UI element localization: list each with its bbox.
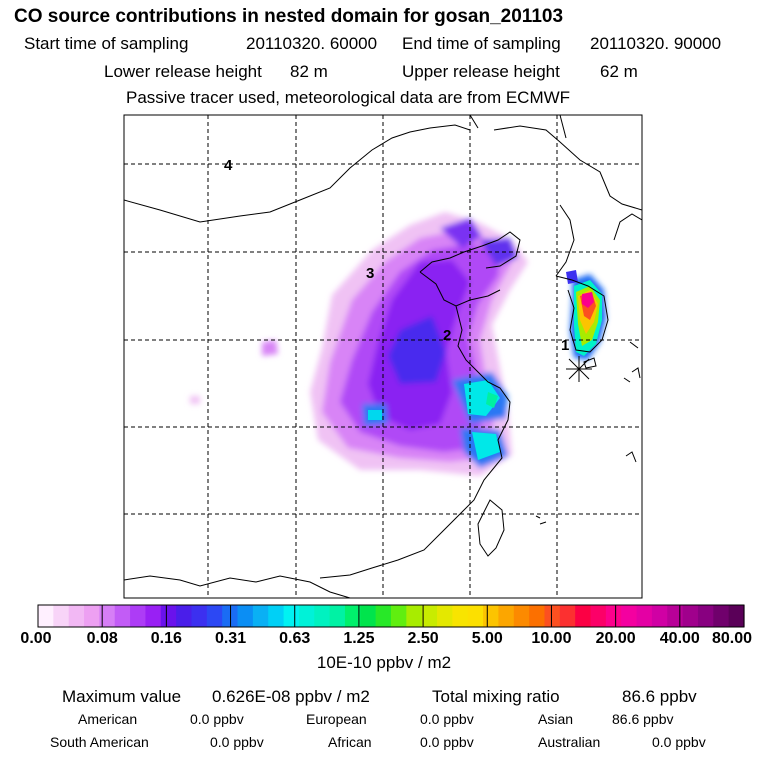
colorbar-cell	[621, 605, 638, 627]
max-value: 0.626E-08 ppbv / m2	[212, 687, 370, 706]
colorbar-cell	[667, 605, 684, 627]
tracer-note: Passive tracer used, meteorological data…	[126, 88, 571, 107]
colorbar-frame	[37, 604, 745, 628]
colorbar-cell	[713, 605, 730, 627]
map-frame	[123, 114, 643, 599]
colorbar-tick-label: 0.16	[150, 630, 182, 647]
colorbar-cell	[176, 605, 193, 627]
colorbar-cell	[298, 605, 315, 627]
lower-height-label: Lower release height	[104, 62, 262, 81]
colorbar-cell	[53, 605, 70, 627]
region-label-4: 4	[224, 157, 233, 174]
colorbar-cell	[406, 605, 423, 627]
colorbar-tick-label: 0.31	[214, 630, 247, 647]
colorbar-dividers	[101, 605, 681, 627]
colorbar-cell	[529, 605, 546, 627]
colorbar-cell	[252, 605, 269, 627]
region-value: 0.0 ppbv	[210, 734, 264, 750]
colorbar-tick-label: 2.50	[407, 630, 439, 647]
colorbar-cell	[237, 605, 254, 627]
colorbar-tick-label: 0.63	[279, 630, 311, 647]
colorbar-tick-label: 0.00	[20, 630, 52, 647]
colorbar-cell	[191, 605, 208, 627]
colorbar-cell	[498, 605, 515, 627]
colorbar-cell	[268, 605, 285, 627]
colorbar-cell	[697, 605, 714, 627]
end-time-value: 20110320. 90000	[590, 34, 722, 53]
colorbar-cell	[160, 605, 177, 627]
colorbar-cells	[38, 605, 745, 627]
colorbar-cell	[68, 605, 85, 627]
colorbar-cell	[605, 605, 622, 627]
colorbar-tick-label: 5.00	[471, 630, 503, 647]
end-time-label: End time of sampling	[402, 34, 561, 53]
colorbar-cell	[559, 605, 576, 627]
region-value: 0.0 ppbv	[190, 711, 244, 727]
colorbar-tick-label: 0.08	[86, 630, 118, 647]
receptor-asterisk-icon	[566, 356, 592, 382]
colorbar-cell	[38, 605, 54, 627]
region-value: 0.0 ppbv	[420, 711, 474, 727]
colorbar-cell	[145, 605, 162, 627]
coastlines	[124, 115, 642, 598]
region-value: 0.0 ppbv	[420, 734, 474, 750]
region-name: European	[306, 711, 367, 727]
colorbar-cell	[728, 605, 745, 627]
colorbar-cell	[391, 605, 407, 627]
colorbar-cell	[452, 605, 469, 627]
colorbar-tick-label: 20.00	[595, 630, 636, 647]
total-mixing-label: Total mixing ratio	[432, 687, 560, 706]
region-label-2: 2	[443, 327, 451, 344]
colorbar-cell	[467, 605, 484, 627]
colorbar-cell	[344, 605, 361, 627]
colorbar-cell	[314, 605, 331, 627]
gridlines	[124, 115, 642, 598]
region-value: 86.6 ppbv	[612, 711, 674, 727]
colorbar-cell	[130, 605, 147, 627]
total-mixing-value: 86.6 ppbv	[622, 687, 697, 706]
colorbar-tick-label: 40.00	[659, 630, 700, 647]
colorbar-cell	[544, 605, 561, 627]
colorbar-cell	[421, 605, 438, 627]
region-label-3: 3	[366, 265, 374, 282]
colorbar-cell	[99, 605, 116, 627]
upper-height-value: 62 m	[600, 62, 638, 81]
colorbar-cell	[590, 605, 607, 627]
colorbar-cell	[84, 605, 100, 627]
colorbar	[37, 604, 745, 628]
region-label-1: 1	[561, 337, 569, 354]
region-name: South American	[50, 734, 149, 750]
colorbar-cell	[651, 605, 668, 627]
max-value-label: Maximum value	[62, 687, 182, 706]
colorbar-cell	[329, 605, 346, 627]
colorbar-cell	[437, 605, 453, 627]
colorbar-tick-label: 10.00	[531, 630, 572, 647]
colorbar-tick-label: 80.00	[711, 630, 753, 647]
colorbar-cell	[575, 605, 592, 627]
colorbar-cell	[360, 605, 377, 627]
colorbar-cell	[375, 605, 392, 627]
start-time-label: Start time of sampling	[24, 34, 189, 53]
lower-height-value: 82 m	[290, 62, 328, 81]
map-title: CO source contributions in nested domain…	[14, 6, 564, 27]
region-name: African	[328, 734, 372, 750]
region-name: Australian	[538, 734, 601, 750]
colorbar-cell	[636, 605, 653, 627]
colorbar-cell	[114, 605, 131, 627]
colorbar-cell	[206, 605, 223, 627]
region-name: American	[78, 711, 138, 727]
colorbar-tick-label: 1.25	[343, 630, 375, 647]
map-canvas: 1 2 3 4	[123, 114, 643, 599]
colorbar-cell	[682, 605, 699, 627]
colorbar-cell	[483, 605, 500, 627]
region-name: Asian	[538, 711, 574, 727]
colorbar-cell	[283, 605, 300, 627]
start-time-value: 20110320. 60000	[246, 34, 378, 53]
colorbar-unit: 10E-10 ppbv / m2	[316, 653, 452, 672]
upper-height-label: Upper release height	[402, 62, 560, 81]
concentration-field	[190, 212, 606, 476]
region-value: 0.0 ppbv	[652, 734, 706, 750]
colorbar-cell	[513, 605, 530, 627]
